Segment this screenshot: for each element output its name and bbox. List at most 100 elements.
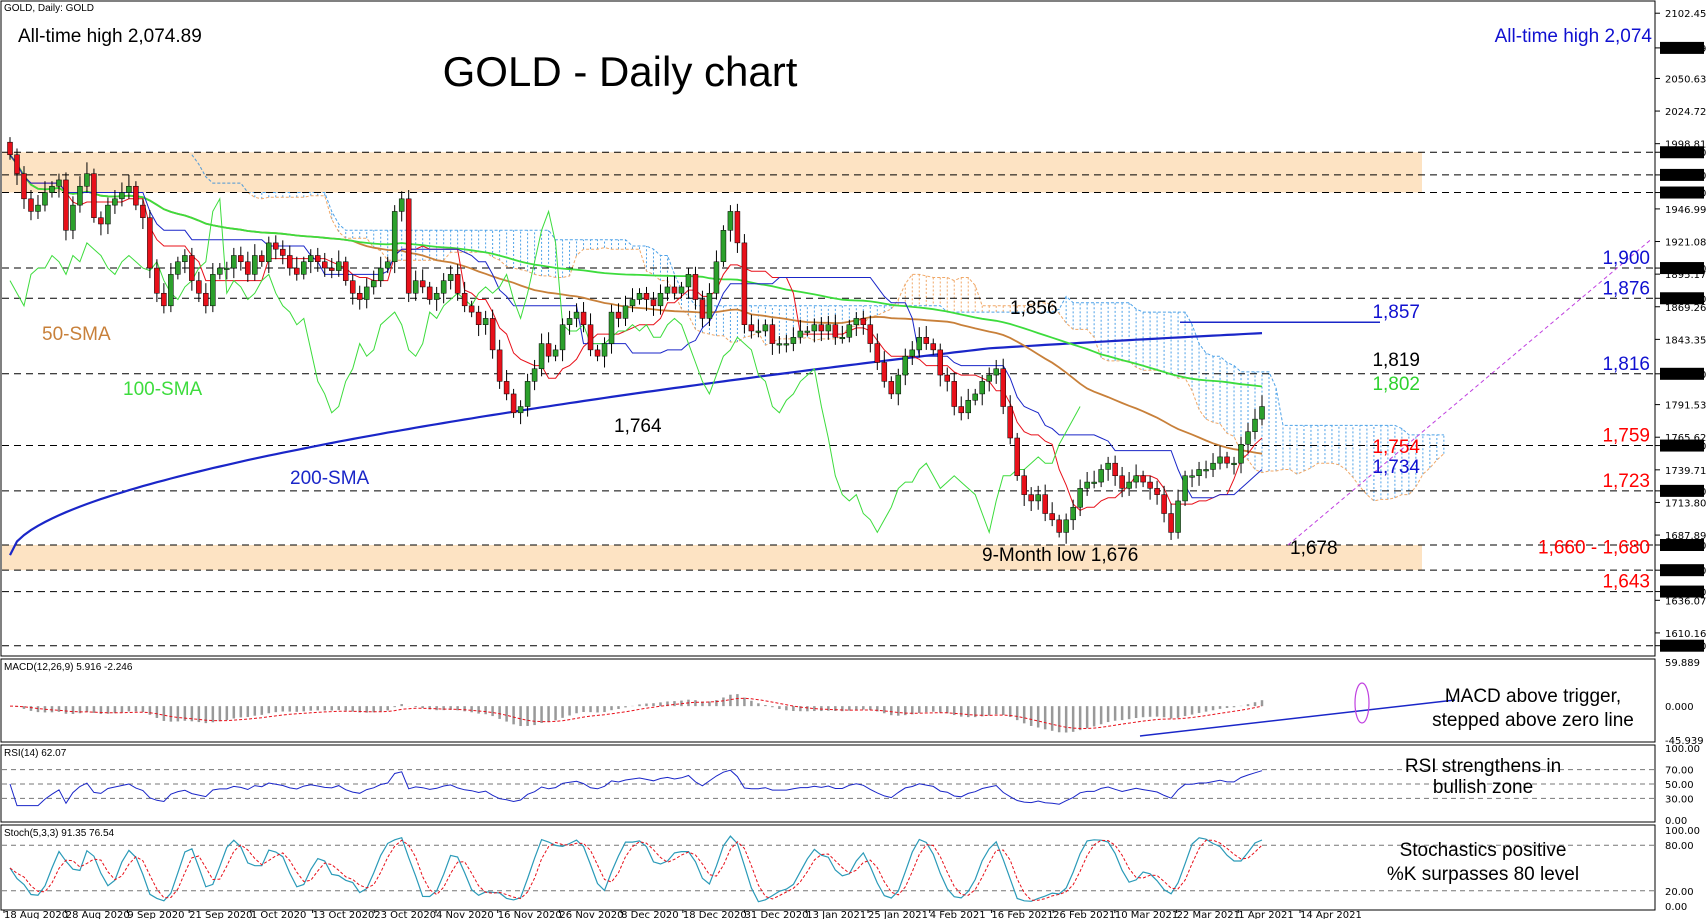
candle <box>741 242 748 325</box>
candle <box>91 173 97 218</box>
candle <box>958 406 964 414</box>
macd-tick-label: 0.000 <box>1665 702 1694 713</box>
date-tick-label: 21 Sep 2020 <box>189 910 252 919</box>
sma100-line <box>9 154 1263 388</box>
candle <box>1126 481 1132 489</box>
candle <box>133 185 139 206</box>
date-tick-label: 13 Oct 2020 <box>313 910 375 919</box>
candle <box>601 343 608 357</box>
price-tick-box <box>1660 367 1704 380</box>
price-tick-label: 1723.00 <box>1665 487 1706 498</box>
candle <box>1189 475 1195 478</box>
candle <box>210 274 216 307</box>
rsi-label: RSI(14) 62.07 <box>4 748 67 759</box>
high-1856-label: 1,856 <box>1010 298 1058 319</box>
price-tick-box <box>1660 186 1704 199</box>
price-tick-box <box>1660 292 1704 305</box>
macd-tick-label: -45.939 <box>1665 736 1704 747</box>
kijun-line <box>9 154 1263 499</box>
candle <box>1112 462 1118 477</box>
candle <box>231 255 237 269</box>
candle <box>636 292 643 300</box>
candle <box>1049 513 1055 521</box>
candle <box>699 299 706 319</box>
candle <box>580 311 587 325</box>
macd-label: MACD(12,26,9) 5.916 -2.246 <box>4 662 133 673</box>
candle <box>321 261 328 269</box>
key-level-label: 1,816 <box>1602 354 1650 375</box>
candle <box>1217 456 1223 464</box>
candle <box>867 324 874 344</box>
price-tick-label: 1739.71 <box>1665 466 1706 477</box>
price-tick-label: 1765.62 <box>1665 433 1706 444</box>
candle <box>356 292 363 300</box>
price-tick-label: 1816.00 <box>1665 370 1706 381</box>
price-tick-label: 1869.26 <box>1665 303 1706 314</box>
date-tick-label: 13 Jan 2021 <box>806 910 866 919</box>
senkou-b-line <box>191 154 1444 436</box>
candle <box>1014 437 1020 477</box>
candle <box>650 299 657 307</box>
candle <box>196 280 202 294</box>
date-tick-label: 4 Nov 2020 <box>436 910 494 919</box>
rsi-annotation-1: RSI strengthens in <box>1405 756 1561 777</box>
price-tick-label: 2024.72 <box>1665 107 1706 118</box>
candle <box>951 381 957 407</box>
candle <box>370 280 377 288</box>
rsi-tick-label: 100.00 <box>1665 744 1700 755</box>
stoch-tick-label: 20.00 <box>1665 887 1694 898</box>
candle <box>902 355 909 376</box>
date-tick-label: 10 Mar 2021 <box>1115 910 1178 919</box>
date-tick-label: 16 Nov 2020 <box>498 910 562 919</box>
candle <box>923 337 930 344</box>
low-1678-label: 1,678 <box>1290 538 1338 559</box>
candle <box>259 255 265 263</box>
key-level-label: 1,723 <box>1602 471 1650 492</box>
candle <box>419 280 426 288</box>
candle <box>252 255 258 275</box>
date-tick-label: 22 Mar 2021 <box>1177 910 1240 919</box>
candle <box>734 211 741 244</box>
candle <box>140 204 146 218</box>
candle <box>776 343 783 346</box>
price-tick-label: 1876.00 <box>1665 294 1706 305</box>
macd-cross-marker <box>1354 682 1370 724</box>
candle <box>315 255 321 263</box>
price-tick-box <box>1660 262 1704 275</box>
candle <box>1196 469 1202 477</box>
key-level-label: 1,754 <box>1372 437 1420 458</box>
candle <box>587 324 594 351</box>
candle <box>657 292 664 307</box>
senkou-a-line <box>191 154 1445 502</box>
candle <box>888 381 895 395</box>
candle <box>412 280 419 294</box>
candle <box>161 292 167 307</box>
date-tick-label: 26 Nov 2020 <box>559 910 623 919</box>
candle <box>1203 469 1209 472</box>
price-tick-label: 1974.00 <box>1665 171 1706 182</box>
candle <box>154 267 160 294</box>
right-note: All-time high 2,074 <box>1495 26 1653 47</box>
candle <box>1028 494 1034 502</box>
candle <box>342 261 349 281</box>
price-tick-label: 1759.00 <box>1665 442 1706 453</box>
candle <box>273 242 279 250</box>
sma200-label: 200-SMA <box>290 468 370 489</box>
candle <box>182 255 188 263</box>
stoch-annotation-2: %K surpasses 80 level <box>1387 864 1579 885</box>
candle <box>1000 368 1006 407</box>
support-zone <box>2 545 1422 571</box>
price-tick-box <box>1660 41 1704 54</box>
candle <box>294 267 300 275</box>
candle <box>629 299 636 307</box>
stoch-annotation-1: Stochastics positive <box>1400 840 1567 861</box>
candle <box>538 343 545 370</box>
price-tick-label: 1791.53 <box>1665 401 1706 412</box>
date-tick-label: 9 Sep 2020 <box>127 910 184 919</box>
price-tick-box <box>1660 639 1704 652</box>
candle <box>664 286 671 294</box>
candle <box>986 374 992 382</box>
candle <box>1056 519 1062 533</box>
chikou-line <box>9 197 1081 535</box>
rsi-tick-label: 50.00 <box>1665 780 1694 791</box>
